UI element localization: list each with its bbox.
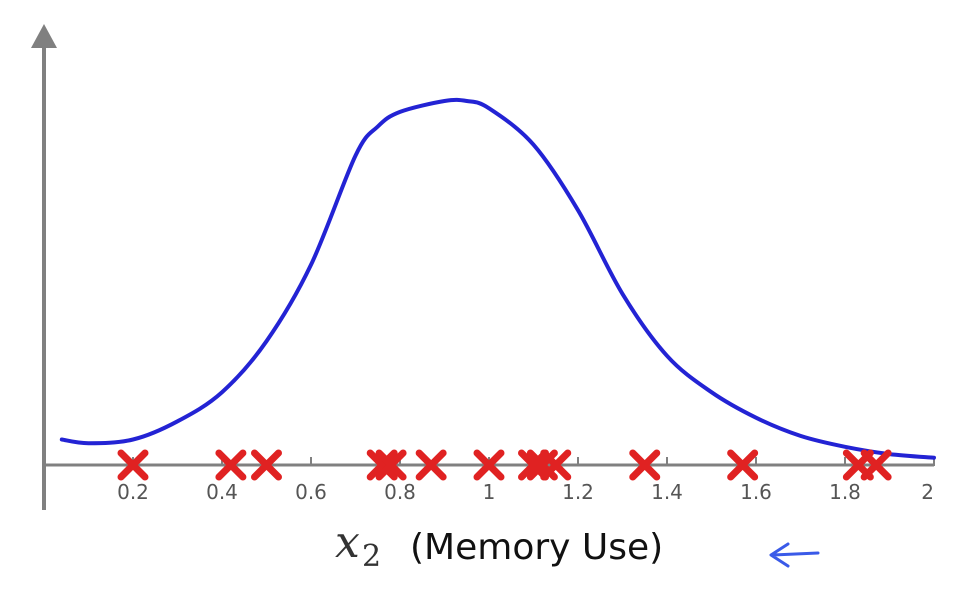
x-tick-label: 0.8 [384, 480, 416, 504]
data-point-marker [473, 449, 505, 481]
x-tick-label: 1.4 [651, 480, 683, 504]
x-axis-label-subscript: 2 [362, 539, 381, 574]
x-tick-label: 0.4 [206, 480, 238, 504]
data-point-markers [117, 449, 892, 481]
data-point-marker [251, 449, 282, 481]
x-tick-label: 1 [483, 480, 496, 504]
density-curve [59, 97, 936, 460]
x-tick-label: 1.6 [740, 480, 772, 504]
data-point-marker [629, 449, 661, 481]
data-point-marker [540, 449, 572, 481]
x-tick-label: 0.2 [117, 480, 149, 504]
x-axis-label: x 2 (Memory Use) [335, 517, 663, 574]
x-tick-label: 1.2 [562, 480, 594, 504]
x-tick-label: 0.6 [295, 480, 327, 504]
x-axis-label-text: (Memory Use) [410, 527, 663, 568]
data-point-marker [366, 449, 398, 481]
x-tick-labels: 0.2 0.4 0.6 0.8 1 1.2 1.4 1.6 1.8 2 [117, 480, 934, 504]
data-point-marker [518, 449, 549, 481]
data-point-marker [860, 449, 892, 481]
annotation-arrow-icon [769, 542, 820, 568]
x-axis-label-variable: x [335, 517, 360, 568]
x-tick-label: 1.8 [829, 480, 861, 504]
data-point-marker [215, 449, 247, 481]
data-point-marker [117, 449, 149, 481]
x-ticks [132, 457, 935, 466]
data-point-marker [727, 449, 759, 481]
y-axis-arrowhead [31, 24, 57, 48]
x-tick-label: 2 [921, 480, 934, 504]
data-point-marker [375, 449, 407, 481]
data-point-marker [415, 449, 447, 481]
